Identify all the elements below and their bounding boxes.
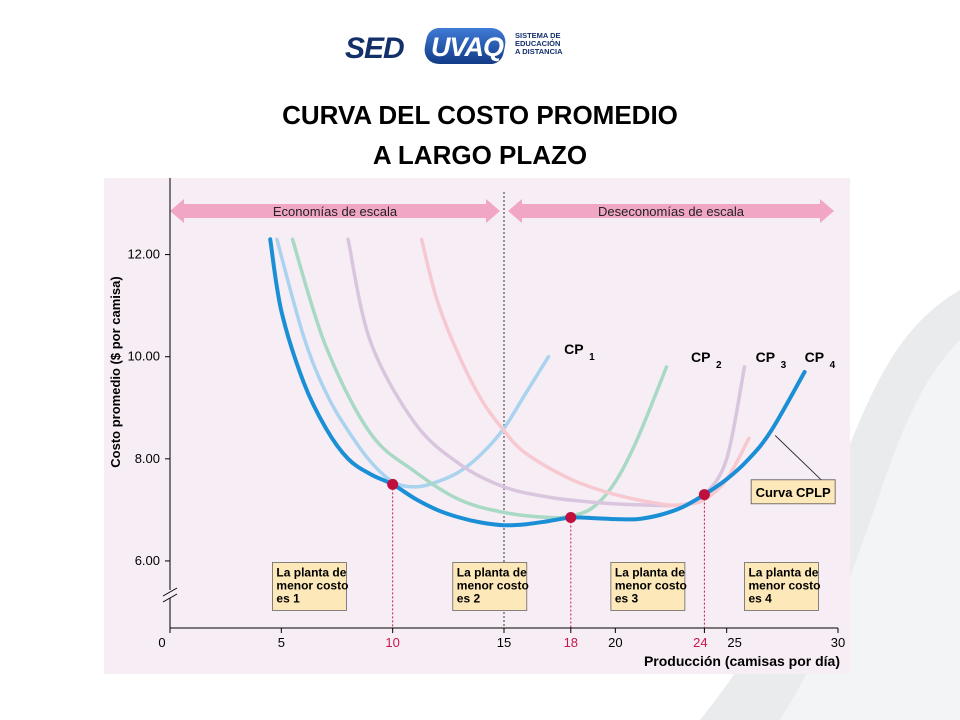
region-label-1: Economías de escala <box>273 204 398 219</box>
axis-break-mark-2 <box>162 593 178 603</box>
annotation-line-3-2: menor costo <box>615 578 687 592</box>
y-tick-label-8.00: 8.00 <box>135 451 160 466</box>
axis-break-gap <box>162 590 178 598</box>
x-tick-label-25: 25 <box>727 635 741 650</box>
sed-uvaq-logo: SED UVAQ SISTEMA DE EDUCACIÓN A DISTANCI… <box>345 26 575 72</box>
series-subscript-2: 2 <box>716 360 722 371</box>
series-name-cp-3: CP <box>756 349 775 365</box>
y-tick-label-10.00: 10.00 <box>127 349 160 364</box>
annotation-box-2 <box>452 562 528 611</box>
annotation-line-1-2: menor costo <box>276 578 348 592</box>
region-arrow-1 <box>170 199 500 223</box>
slide-title-line-1: CURVA DEL COSTO PROMEDIO <box>282 100 678 130</box>
x-tick-label-24: 24 <box>693 635 707 650</box>
x-tick-label-20: 20 <box>608 635 622 650</box>
series-subscript-1: 1 <box>589 352 595 363</box>
annotation-line-4-1: La planta de <box>748 565 818 579</box>
x-tick-label-15: 15 <box>497 635 511 650</box>
x-tick-label-18: 18 <box>564 635 578 650</box>
logo-text-sed: SED <box>345 32 405 65</box>
optimal-point-1 <box>387 478 399 490</box>
annotation-box-4 <box>744 562 819 611</box>
series-label-cp-2: CP 2 <box>691 349 722 371</box>
cplp-label-text: Curva CPLP <box>756 485 831 500</box>
series-name-cp-4: CP <box>805 349 824 365</box>
x-tick-label-0: 0 <box>158 635 165 650</box>
series-subscript-3: 3 <box>781 360 787 371</box>
y-tick-label-12.00: 12.00 <box>127 247 160 262</box>
annotation-line-4-3: es 4 <box>748 591 772 605</box>
annotation-line-2-3: es 2 <box>457 591 481 605</box>
slide-title-line-2: A LARGO PLAZO <box>372 140 588 170</box>
optimal-point-3 <box>698 489 710 501</box>
logo-subtitle: SISTEMA DE EDUCACIÓN A DISTANCIA <box>515 31 563 56</box>
annotation-box-1 <box>272 562 347 611</box>
region-label-2: Deseconomías de escala <box>598 204 745 219</box>
series-label-cp-4: CP 4 <box>805 349 836 371</box>
annotation-line-2-2: menor costo <box>457 578 529 592</box>
series-name-cp-1: CP <box>564 341 583 357</box>
annotation-box-3 <box>610 562 686 611</box>
annotation-line-1-1: La planta de <box>276 565 346 579</box>
annotation-line-3-1: La planta de <box>615 565 685 579</box>
series-label-cp-1: CP 1 <box>564 341 595 363</box>
annotation-line-3-3: es 3 <box>615 591 639 605</box>
logo-text-uvaq: UVAQ <box>431 32 504 62</box>
cp-curve-2 <box>290 237 669 520</box>
y-tick-label-6.00: 6.00 <box>135 553 160 568</box>
y-axis-label: Costo promedio ($ por camisa) <box>108 276 123 467</box>
optimal-point-2 <box>565 512 577 524</box>
x-tick-label-30: 30 <box>831 635 845 650</box>
annotation-line-2-1: La planta de <box>457 565 527 579</box>
annotation-line-1-3: es 1 <box>276 591 300 605</box>
region-arrow-2 <box>508 199 834 223</box>
cplp-label-box <box>750 479 836 505</box>
cplp-pointer-line <box>774 435 822 481</box>
x-axis-label: Producción (camisas por día) <box>644 653 840 669</box>
series-subscript-4: 4 <box>830 360 836 371</box>
series-name-cp-2: CP <box>691 349 710 365</box>
series-label-cp-3: CP 3 <box>756 349 787 371</box>
x-tick-label-5: 5 <box>278 635 285 650</box>
x-tick-label-10: 10 <box>385 635 399 650</box>
annotation-line-4-2: menor costo <box>748 578 820 592</box>
lrac-chart: Economías de escala Deseconomías de escal… <box>104 178 850 674</box>
axis-break-mark-1 <box>162 587 178 597</box>
